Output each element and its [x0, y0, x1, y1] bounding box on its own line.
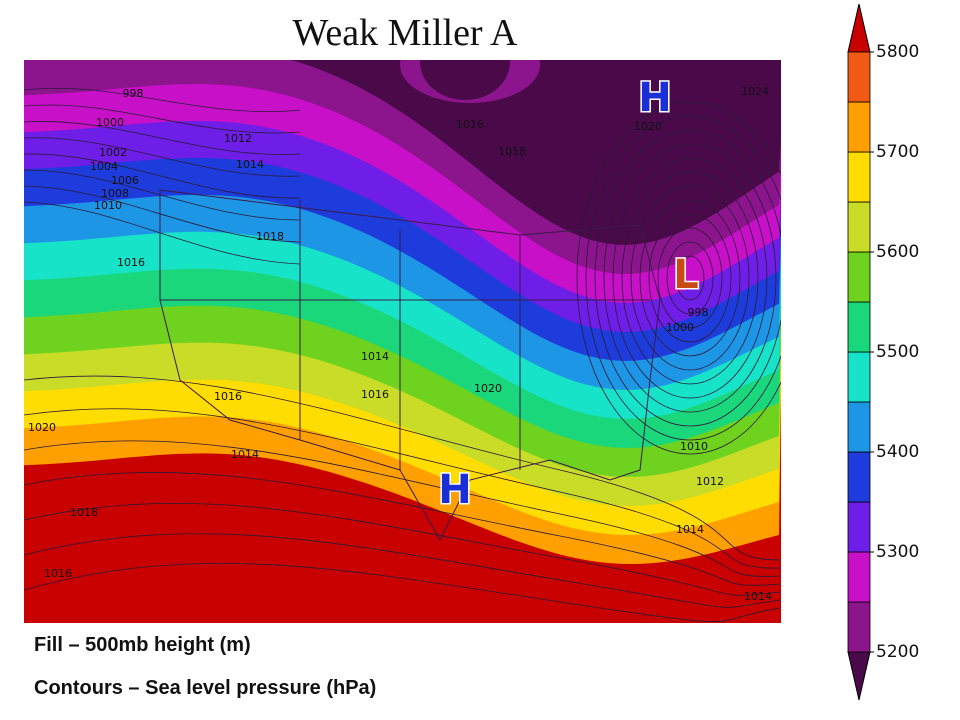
- borders: [159, 189, 661, 542]
- contour-caption: Contours – Sea level pressure (hPa): [34, 677, 376, 699]
- isobar: [585, 115, 781, 441]
- colorbar-segment: [847, 201, 871, 253]
- colorbar-segment: [847, 101, 871, 153]
- isobar: [639, 199, 741, 357]
- isobar: [666, 241, 714, 315]
- colorbar: 5200 5300 5400 5500 5600 5700 5800: [847, 3, 919, 701]
- colorbar-segment: [847, 601, 871, 653]
- isobar: [24, 87, 301, 113]
- contour-label: 1014: [744, 590, 772, 603]
- isobar: [648, 213, 732, 343]
- isobar: [24, 137, 301, 177]
- contour-label: 1018: [256, 230, 284, 243]
- colorbar-tick-label: 5700: [876, 142, 919, 162]
- contour-label: 1020: [634, 120, 662, 133]
- contour-label: 1020: [474, 382, 502, 395]
- colorbar-segment: [847, 151, 871, 203]
- colorbar-segment: [847, 251, 871, 303]
- map: 9981000100210041006100810101012101410161…: [24, 60, 781, 623]
- contour-label: 1006: [111, 174, 139, 187]
- contour-label: 1010: [680, 440, 708, 453]
- isobar: [603, 143, 777, 413]
- pressure-center: H: [638, 75, 671, 121]
- contour-label: 1020: [28, 421, 56, 434]
- contour-label: 1004: [90, 160, 118, 173]
- isobar: [24, 472, 781, 586]
- colorbar-segment: [847, 351, 871, 403]
- contour-label: 1008: [101, 187, 129, 200]
- isobar: [24, 153, 301, 199]
- colorbar-tick-label: 5400: [876, 442, 919, 462]
- contour-label: 1024: [741, 85, 769, 98]
- contour-label: 1010: [94, 199, 122, 212]
- colorbar-segment: [847, 551, 871, 603]
- isobar: [24, 440, 781, 577]
- fill-caption: Fill – 500mb height (m): [34, 634, 251, 656]
- contour-label: 1014: [361, 350, 389, 363]
- contour-label: 998: [123, 87, 144, 100]
- contour-label: 1012: [696, 475, 724, 488]
- contour-label: 1014: [231, 448, 259, 461]
- isobar: [594, 129, 781, 427]
- contour-label: 1018: [498, 145, 526, 158]
- isobar: [24, 121, 301, 155]
- colorbar-tick-label: 5500: [876, 342, 919, 362]
- pressure-center: L: [673, 252, 699, 298]
- colorbar-tick-label: 5300: [876, 542, 919, 562]
- title: Weak Miller A: [293, 12, 518, 54]
- contour-label: 1016: [44, 567, 72, 580]
- contour-label: 1014: [676, 523, 704, 536]
- colorbar-segment: [847, 401, 871, 453]
- isobar: [24, 408, 781, 569]
- contour-label: 1016: [214, 390, 242, 403]
- colorbar-segment: [847, 501, 871, 553]
- contour-label: 1002: [99, 146, 127, 159]
- colorbar-segment: [847, 3, 871, 53]
- colorbar-segment: [847, 51, 871, 103]
- colorbar-segment: [847, 651, 871, 701]
- isobar: [675, 255, 705, 301]
- contour-label: 1016: [117, 256, 145, 269]
- height-band: [420, 60, 510, 100]
- isobar: [24, 533, 781, 608]
- contour-label: 1018: [70, 506, 98, 519]
- isobar: [612, 157, 768, 399]
- isobar: [657, 227, 723, 329]
- contour-label: 1012: [224, 132, 252, 145]
- isobar: [630, 185, 750, 371]
- contour-label: 998: [688, 306, 709, 319]
- colorbar-segment: [847, 301, 871, 353]
- colorbar-tick-label: 5200: [876, 642, 919, 662]
- contour-label: 1016: [361, 388, 389, 401]
- contour-label: 1000: [96, 116, 124, 129]
- contour-label: 1000: [666, 321, 694, 334]
- isobar: [24, 104, 301, 134]
- isobar: [621, 171, 759, 385]
- isobar: [24, 562, 781, 623]
- contour-label: 1014: [236, 158, 264, 171]
- colorbar-segment: [847, 451, 871, 503]
- pressure-center: H: [438, 467, 471, 513]
- isobar: [24, 502, 781, 596]
- height-band: [291, 60, 781, 245]
- colorbar-tick-label: 5600: [876, 242, 919, 262]
- colorbar-tick-label: 5800: [876, 42, 919, 62]
- contour-label: 1016: [456, 118, 484, 131]
- isobar: [576, 101, 781, 455]
